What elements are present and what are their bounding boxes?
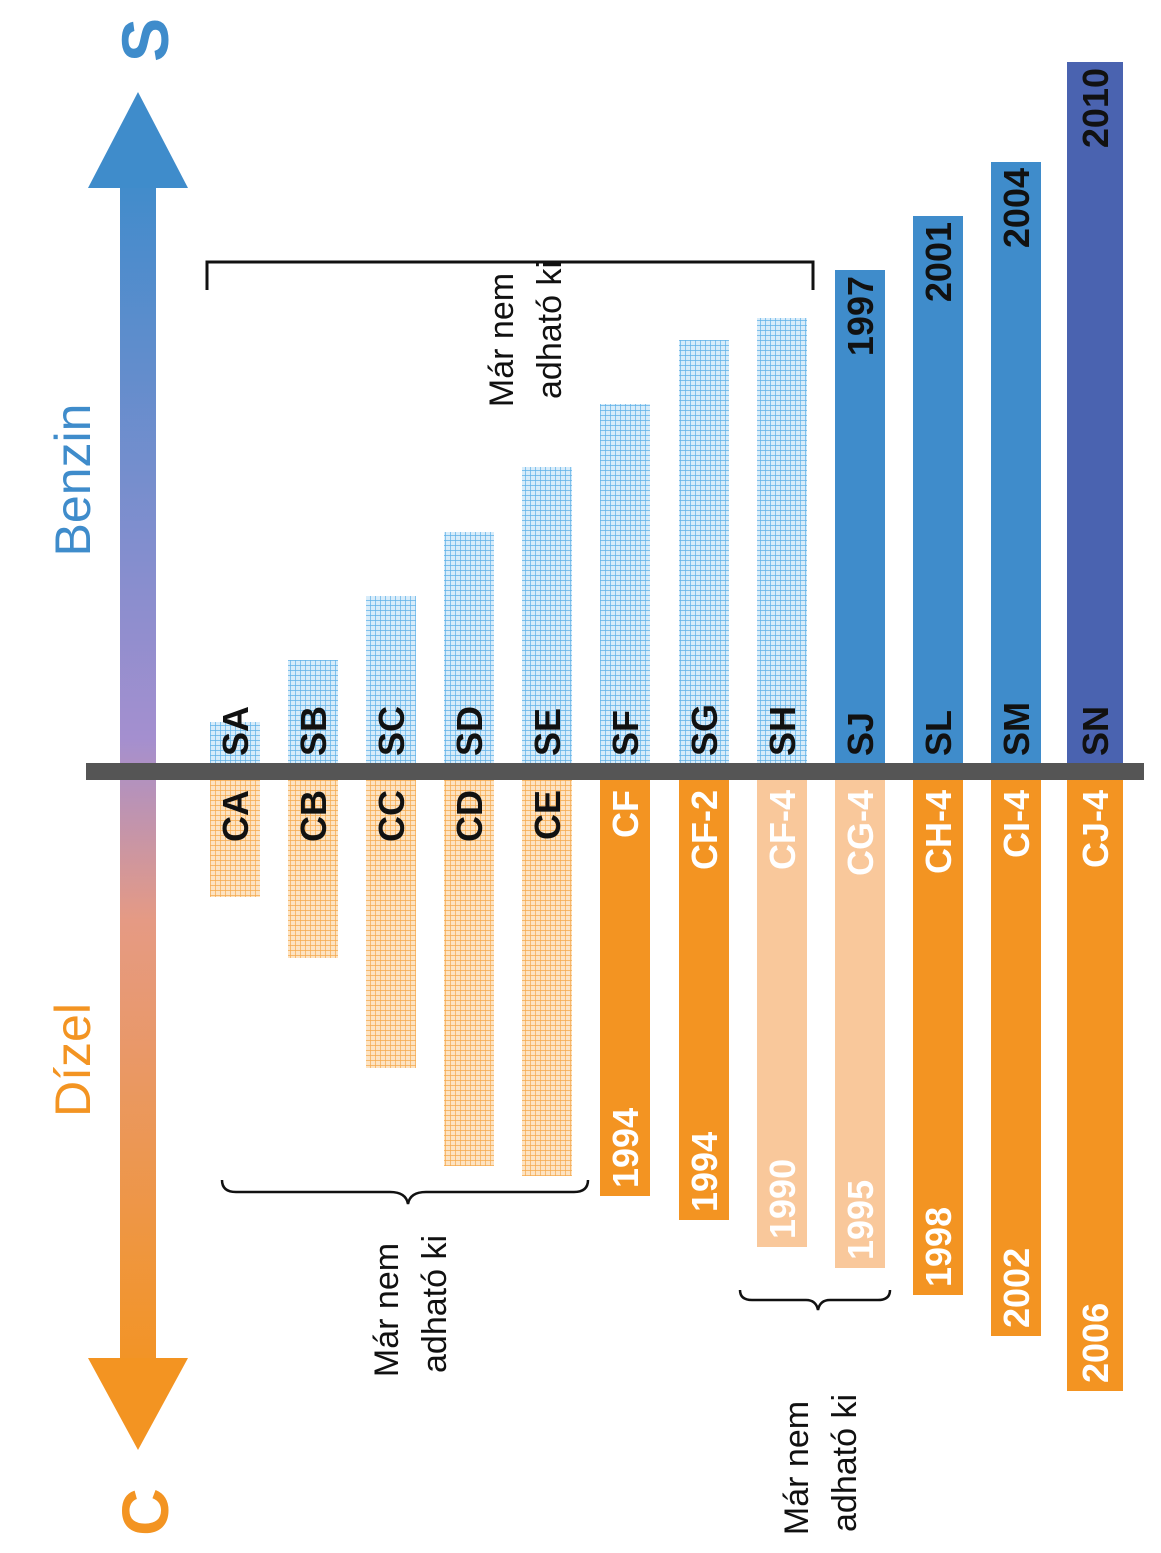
diesel-code-cf: CF [605,790,646,838]
gasoline-bar-sh [757,318,807,766]
diesel-bar-cj-4 [1067,778,1123,1391]
gasoline-diesel-divider [86,763,1144,780]
diesel-bar-ch-4 [913,778,963,1295]
diesel-code-cf-2: CF-2 [684,790,725,870]
gasoline-bar-sn [1067,62,1123,766]
gasoline-obsolete-bracket [205,260,815,290]
diesel-code-cb: CB [293,790,334,842]
diesel-bar-ce [522,778,572,1176]
diesel-axis-label: Dízel [45,1003,101,1117]
diesel-categories: CA CB CC CD CE CF 1994 CF-2 1994 CF-4 1990 CG-4 1995… [210,778,1123,1391]
diesel-obsolete-note-line-1: Már nem [368,1243,406,1377]
gasoline-code-sg: SG [684,704,725,756]
gasoline-code-sh: SH [762,706,803,756]
diesel-bar-ca [210,778,260,897]
diesel-code-cj-4: CJ-4 [1075,790,1116,868]
gasoline-categories: SA SB SC SD SE SF SG SH SJ 1997 SL 2001 SM 2004 SN 2010 [210,62,1123,766]
diesel-code-cf-4: CF-4 [762,790,803,870]
diesel-bar-cg-4 [835,778,885,1268]
diesel-code-cg-4: CG-4 [840,790,881,876]
diesel-year-cf-2: 1994 [684,1132,725,1212]
gasoline-bar-sm [991,162,1041,766]
diesel-bar-ci-4 [991,778,1041,1336]
diesel-code-ce: CE [527,790,568,840]
gasoline-code-sn: SN [1075,706,1116,756]
gasoline-bar-sa [210,722,260,766]
gasoline-code-sf: SF [605,710,646,756]
diesel-bar-cf [600,778,650,1196]
gasoline-code-se: SE [527,708,568,756]
gasoline-code-sc: SC [371,706,412,756]
gasoline-code-sd: SD [449,706,490,756]
diesel-year-ch-4: 1998 [918,1207,959,1287]
gasoline-obsolete-note-line-1: Már nem [483,273,521,407]
gasoline-year-sn: 2010 [1075,68,1116,148]
gasoline-code-sl: SL [918,710,959,756]
gasoline-year-sj: 1997 [840,276,881,356]
diesel-obsolete-note-line-2: adható ki [416,1235,454,1373]
diesel-code-ci-4: CI-4 [996,790,1037,858]
top-letter-s: S [108,18,182,62]
diesel-bar-cf-4 [757,778,807,1247]
gasoline-bar-sf [600,404,650,766]
gasoline-bar-sj [835,270,885,766]
diesel-year-cg-4: 1995 [840,1180,881,1260]
gasoline-axis-label: Benzin [45,404,101,557]
gasoline-obsolete-note-line-2: adható ki [531,261,569,399]
gasoline-bar-se [522,467,572,766]
diesel-bar-cc [366,778,416,1068]
diesel-code-cc: CC [371,790,412,842]
diesel-year-cf-4: 1990 [762,1159,803,1239]
gasoline-bar-sb [288,660,338,766]
diesel-year-cj-4: 2006 [1075,1303,1116,1383]
diesel-bar-cf-2 [679,778,729,1220]
diesel-code-cd: CD [449,790,490,842]
gasoline-code-sm: SM [996,702,1037,756]
diesel-bar-cb [288,778,338,958]
diesel-obsolete-2-note-line-2: adható ki [826,1394,864,1532]
gasoline-year-sl: 2001 [918,222,959,302]
arrow-down-icon [88,1358,188,1450]
gasoline-bar-sg [679,340,729,766]
diesel-obsolete-brace [220,1179,590,1205]
gasoline-code-sb: SB [293,706,334,756]
diesel-code-ca: CA [215,790,256,842]
gasoline-code-sj: SJ [840,712,881,756]
diesel-year-ci-4: 2002 [996,1248,1037,1328]
diesel-bar-cd [444,778,494,1166]
diesel-code-ch-4: CH-4 [918,790,959,874]
diesel-year-cf: 1994 [605,1108,646,1188]
gasoline-bar-sl [913,216,963,766]
diesel-obsolete-2-note-line-1: Már nem [778,1401,816,1535]
diesel-obsolete-brace-2 [738,1289,892,1311]
gasoline-bar-sc [366,596,416,766]
gasoline-code-sa: SA [215,706,256,756]
arrow-up-icon [88,92,188,188]
bottom-letter-c: C [108,1488,182,1536]
gasoline-bar-sd [444,532,494,766]
gasoline-year-sm: 2004 [996,168,1037,248]
